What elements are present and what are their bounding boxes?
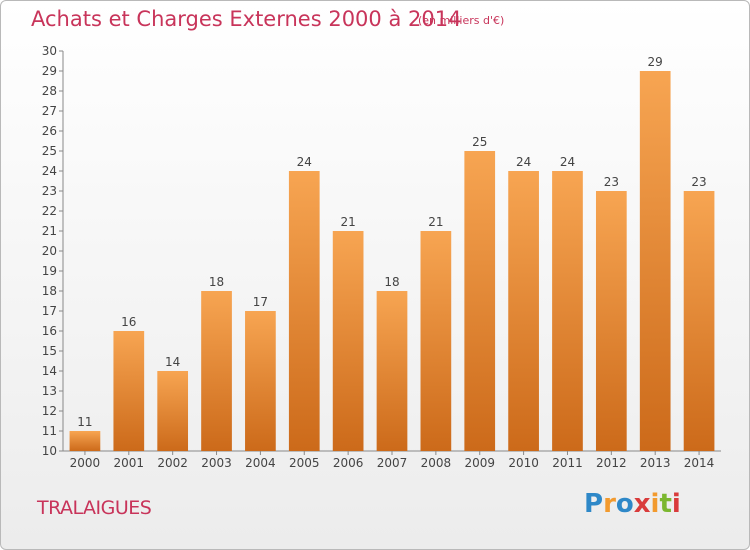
x-tick-label: 2013 [640,456,671,470]
bar-value-label: 16 [121,315,136,329]
x-tick-label: 2006 [333,456,364,470]
bar [376,291,408,451]
bar [420,231,452,451]
y-tick-label: 21 [42,224,57,238]
y-tick-label: 25 [42,144,57,158]
bar [639,71,671,451]
x-tick-label: 2003 [201,456,232,470]
y-tick-label: 24 [42,164,57,178]
proxiti-logo[interactable]: Proxiti [584,489,681,519]
x-tick-label: 2004 [245,456,276,470]
bar-value-label: 23 [604,175,619,189]
logo-letter: i [650,489,660,519]
logo-letter: r [603,489,616,519]
y-tick-label: 11 [42,424,57,438]
logo-letter: P [584,489,604,519]
bar [245,311,276,451]
bar-value-label: 14 [165,355,180,369]
x-tick-label: 2001 [114,456,145,470]
y-tick-label: 13 [42,384,57,398]
bar-value-label: 24 [516,155,531,169]
logo-letter: i [671,489,681,519]
x-tick-label: 2005 [289,456,320,470]
x-tick-label: 2011 [552,456,583,470]
bar [552,171,583,451]
bar [157,371,189,451]
x-tick-label: 2012 [596,456,627,470]
y-tick-label: 20 [42,244,57,258]
bar-value-label: 21 [428,215,443,229]
y-tick-label: 15 [42,344,57,358]
y-tick-label: 18 [42,284,57,298]
x-tick-label: 2002 [157,456,188,470]
bar-value-label: 29 [648,55,663,69]
logo-letter: x [633,489,651,519]
x-tick-label: 2010 [508,456,539,470]
y-tick-label: 27 [42,104,57,118]
y-tick-label: 14 [42,364,57,378]
bar-value-label: 24 [560,155,575,169]
bar-value-label: 24 [297,155,312,169]
chart-title: Achats et Charges Externes 2000 à 2014 [31,7,462,31]
bar [595,191,627,451]
logo-letter: t [659,489,672,519]
x-tick-label: 2000 [70,456,101,470]
y-tick-label: 12 [42,404,57,418]
bar-value-label: 23 [691,175,706,189]
bar [113,331,145,451]
y-tick-label: 10 [42,444,57,458]
y-tick-label: 19 [42,264,57,278]
bar-value-label: 21 [340,215,355,229]
commune-name: TRALAIGUES [37,497,152,519]
x-tick-label: 2007 [377,456,408,470]
y-tick-label: 16 [42,324,57,338]
bar [332,231,364,451]
bar [201,291,232,451]
chart-subtitle: (en milliers d'€) [418,14,505,27]
y-tick-label: 22 [42,204,57,218]
y-tick-label: 29 [42,64,57,78]
bar-value-label: 17 [253,295,268,309]
y-tick-label: 23 [42,184,57,198]
bar-value-label: 25 [472,135,487,149]
x-tick-label: 2009 [464,456,495,470]
x-tick-label: 2014 [684,456,715,470]
bar [508,171,539,451]
bar-value-label: 18 [209,275,224,289]
y-tick-label: 28 [42,84,57,98]
bar [683,191,715,451]
y-tick-label: 30 [42,44,57,58]
bar-value-label: 11 [77,415,92,429]
bar-value-label: 18 [384,275,399,289]
y-tick-label: 26 [42,124,57,138]
bar [464,151,496,451]
bar [288,171,320,451]
logo-letter: o [615,489,634,519]
bar [69,431,101,451]
y-tick-label: 17 [42,304,57,318]
x-tick-label: 2008 [421,456,452,470]
